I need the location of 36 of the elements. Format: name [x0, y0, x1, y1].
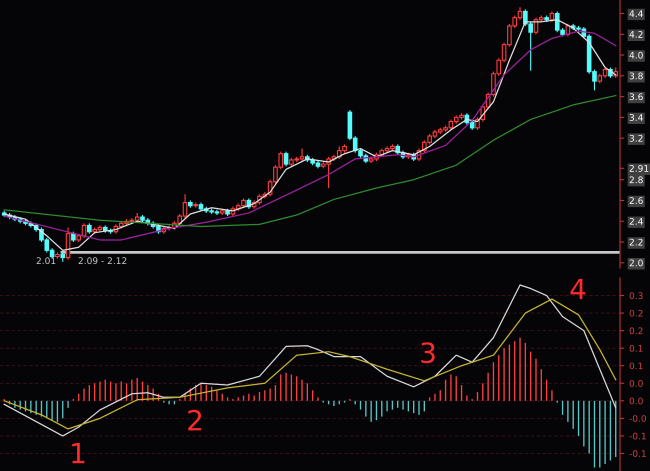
annotation: 1 — [72, 442, 84, 464]
candlestick — [550, 10, 554, 22]
y-tick-label: -0.1 — [629, 450, 646, 458]
y-tick-label: 3.4 — [630, 114, 643, 121]
candlestick — [284, 151, 288, 167]
y-tick-label: 3.8 — [630, 72, 643, 80]
y-tick-label: 4.4 — [629, 10, 643, 17]
annotation: 3 — [421, 342, 435, 364]
annotation: 2 — [188, 410, 202, 430]
y-tick-label: 3.6 — [630, 93, 643, 100]
candlestick — [71, 231, 76, 243]
y-tick-label: 2.0 — [630, 260, 643, 266]
annotation: 2.09 - 2.12 — [78, 257, 126, 264]
y-tick-label: 4.0 — [629, 52, 643, 59]
y-tick-label: 0.1 — [630, 362, 643, 370]
y-tick-label: 4.2 — [629, 31, 642, 38]
y-tick-label: 0.2 — [630, 327, 642, 334]
y-tick-label: 0.0 — [630, 380, 643, 387]
candlestick — [66, 226, 70, 260]
y-tick-label: 2.2 — [630, 238, 642, 246]
candlestick — [87, 222, 92, 234]
y-tick-label: 2.6 — [630, 197, 643, 204]
y-tick-label: 0.0 — [630, 398, 643, 404]
y-tick-label: 2.4 — [630, 218, 643, 225]
y-tick-label: 3.2 — [630, 134, 642, 142]
y-tick-label: 2.8 — [630, 176, 643, 184]
y-tick-label: 0.1 — [630, 344, 643, 352]
line-series — [4, 94, 616, 228]
y-tick-label: 2.91 — [630, 165, 648, 172]
candlestick — [60, 252, 66, 262]
y-tick-label: -0.1 — [629, 432, 646, 440]
annotation: 2.01 — [36, 257, 56, 264]
y-tick-label: 0.2 — [630, 310, 642, 317]
y-tick-label: 0.3 — [630, 292, 643, 300]
annotation: 4 — [570, 278, 586, 300]
y-tick-label: -0.0 — [629, 415, 646, 422]
